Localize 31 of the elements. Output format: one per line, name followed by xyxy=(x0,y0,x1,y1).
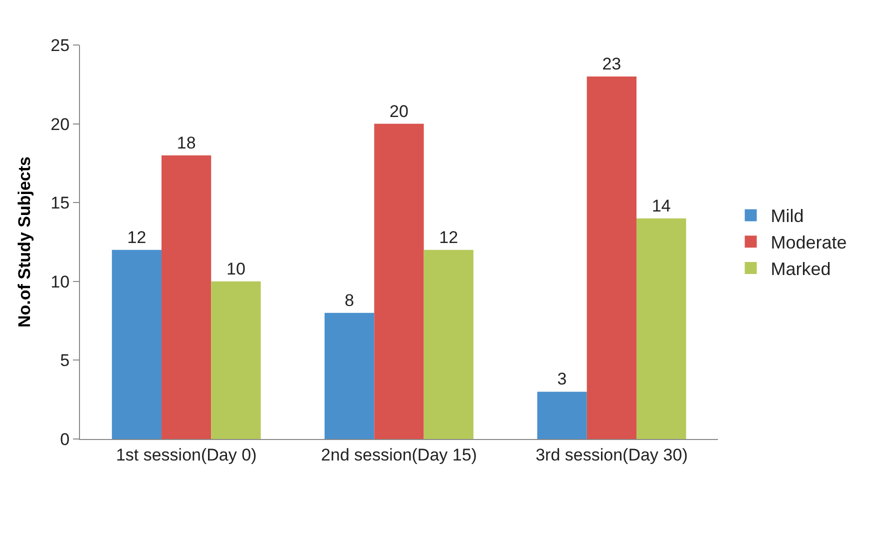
data-label: 18 xyxy=(176,133,196,152)
legend-label: Moderate xyxy=(770,232,847,253)
data-label: 8 xyxy=(344,290,354,310)
bar xyxy=(537,392,587,439)
bar xyxy=(211,281,261,439)
data-label: 12 xyxy=(127,228,146,247)
data-label: 3 xyxy=(557,370,567,389)
bar xyxy=(112,250,162,439)
legend-label: Mild xyxy=(770,206,804,226)
data-label: 20 xyxy=(390,102,408,121)
bar xyxy=(424,250,474,439)
y-tick-label: 15 xyxy=(50,194,70,213)
y-tick-label: 5 xyxy=(60,351,70,370)
data-label: 10 xyxy=(226,259,246,278)
bar xyxy=(374,124,424,439)
bar xyxy=(162,155,212,439)
y-tick-label: 10 xyxy=(50,272,70,292)
y-axis-title: No.of Study Subjects xyxy=(15,156,34,328)
legend-label: Marked xyxy=(770,259,831,280)
x-tick-label: 1st session(Day 0) xyxy=(116,445,257,464)
y-tick-label: 25 xyxy=(50,36,70,55)
bar xyxy=(324,312,374,439)
x-tick-label: 3rd session(Day 30) xyxy=(536,445,688,464)
bar xyxy=(636,218,686,439)
x-tick-label: 2nd session(Day 15) xyxy=(321,445,477,464)
data-label: 23 xyxy=(602,54,622,74)
data-label: 14 xyxy=(652,196,671,216)
data-label: 12 xyxy=(439,228,458,247)
y-tick-label: 0 xyxy=(60,430,70,449)
bar xyxy=(586,76,636,439)
y-tick-label: 20 xyxy=(50,114,70,134)
